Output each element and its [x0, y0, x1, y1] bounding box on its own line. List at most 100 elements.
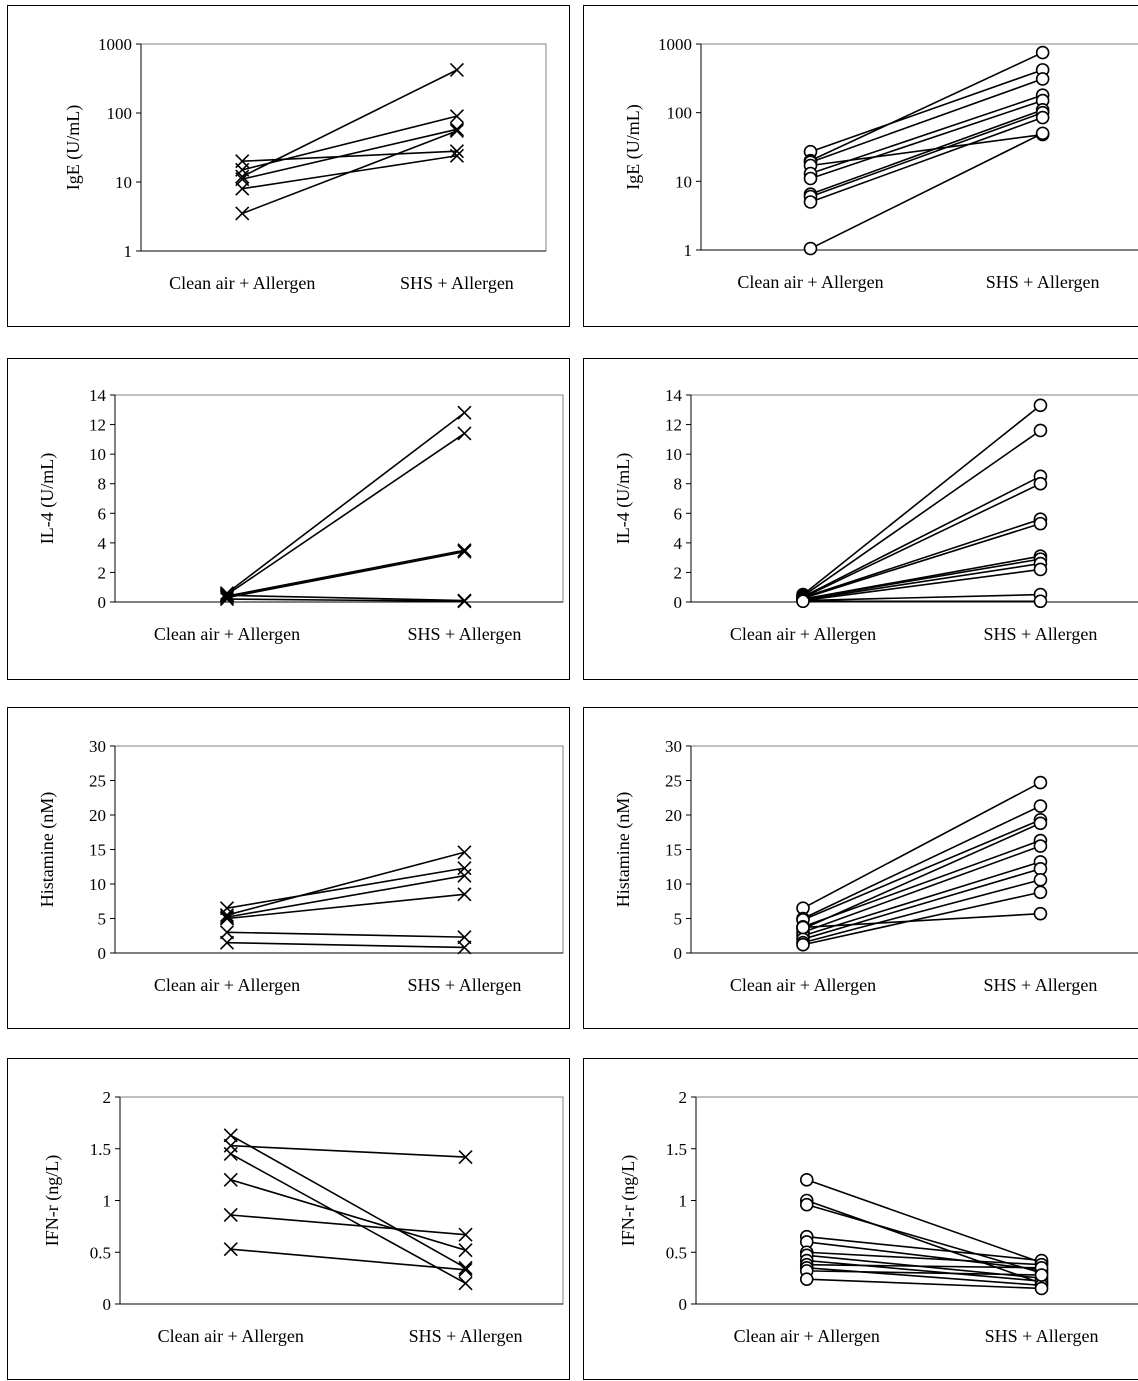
- x-category-label: SHS + Allergen: [409, 1326, 523, 1346]
- series-line: [226, 867, 465, 909]
- chart-histamine-right: 0 5 10 15 20 25 30 Clean air + Allergen SHS + Al…: [613, 737, 1138, 995]
- y-tick-label: 4: [674, 534, 683, 553]
- data-point: [1034, 1281, 1049, 1296]
- y-tick-label: 6: [98, 504, 107, 523]
- plot-area: [700, 43, 1138, 251]
- data-point: [235, 181, 250, 196]
- series-line: [802, 475, 1041, 598]
- data-point: [1035, 110, 1050, 125]
- y-axis-title: Histamine (nM): [613, 792, 634, 907]
- series-line: [802, 522, 1041, 600]
- y-tick-label: 1: [684, 241, 693, 260]
- series-line: [230, 1248, 466, 1271]
- y-axis-title: IFN-r (ng/L): [42, 1155, 63, 1246]
- data-point: [1033, 775, 1048, 790]
- data-point: [458, 1276, 473, 1291]
- y-axis-title: IFN-r (ng/L): [618, 1155, 639, 1246]
- series-line: [806, 1199, 1042, 1285]
- chart-il4-left: 0 2 4 6 8 10 12 14 Clean air + Allergen SHS + All…: [37, 386, 564, 644]
- data-point: [1033, 476, 1048, 491]
- data-point: [457, 845, 472, 860]
- data-point: [458, 1227, 473, 1242]
- data-point: [219, 925, 235, 940]
- y-axis-title: IgE (U/mL): [623, 104, 644, 189]
- plot-area: [119, 1096, 564, 1305]
- chart-ifn-left: 0 0.5 1 1.5 2 Clean air + Allergen SHS + Aller…: [42, 1088, 564, 1346]
- y-tick-label: 8: [98, 475, 107, 494]
- series-line: [806, 1241, 1042, 1271]
- series-line: [226, 893, 465, 920]
- data-point: [1034, 1268, 1049, 1282]
- data-point: [1033, 799, 1048, 813]
- data-point: [458, 1149, 473, 1165]
- data-point: [803, 241, 818, 256]
- series-line: [802, 404, 1041, 596]
- series-line: [810, 109, 1043, 195]
- data-point: [799, 1197, 814, 1212]
- y-tick-label: 30: [665, 737, 682, 756]
- data-point: [219, 591, 235, 607]
- y-tick-label: 4: [98, 534, 107, 553]
- series-line: [806, 1270, 1042, 1276]
- data-point: [223, 1128, 238, 1143]
- data-point: [458, 1243, 473, 1258]
- series-line: [802, 593, 1041, 602]
- series-line: [230, 1144, 466, 1158]
- x-category-label: SHS + Allergen: [985, 1326, 1099, 1346]
- x-category-label: SHS + Allergen: [986, 272, 1100, 292]
- panel-ige-left: 1 10 100 1000 Clean air + Allergen SHS + Alle…: [7, 5, 570, 327]
- series-line: [230, 1153, 466, 1285]
- y-axis-title: IL-4 (U/mL): [613, 453, 634, 544]
- chart-ige-right: 1 10 100 1000 Clean air + Allergen SHS + Alle…: [623, 35, 1138, 292]
- series-line: [806, 1266, 1042, 1287]
- chart-ige-left: 1 10 100 1000 Clean air + Allergen SHS + Alle…: [63, 35, 547, 293]
- x-category-label: Clean air + Allergen: [154, 975, 300, 995]
- series-line: [806, 1235, 1042, 1262]
- y-tick-label: 1: [103, 1192, 112, 1211]
- y-tick-label: 2: [103, 1088, 112, 1107]
- data-point: [223, 1172, 238, 1187]
- data-point: [457, 887, 472, 902]
- y-tick-label: 2: [679, 1088, 688, 1107]
- series-line: [802, 845, 1041, 934]
- series-line: [810, 132, 1043, 250]
- y-tick-label: 2: [98, 563, 107, 582]
- y-tick-label: 1.5: [90, 1140, 111, 1159]
- chart-histamine-left: 0 5 10 15 20 25 30 Clean air + Allergen SHS + Al…: [37, 737, 564, 995]
- data-point: [219, 588, 235, 603]
- x-category-label: SHS + Allergen: [408, 624, 522, 644]
- series-line: [806, 1259, 1042, 1283]
- y-axis-title: IgE (U/mL): [63, 105, 84, 190]
- data-point: [219, 935, 235, 950]
- series-line: [802, 805, 1041, 920]
- series-line: [810, 116, 1043, 203]
- y-tick-label: 25: [89, 772, 106, 791]
- series-line: [226, 874, 465, 918]
- series-line: [802, 839, 1041, 928]
- series-line: [810, 94, 1043, 175]
- data-point: [803, 171, 818, 186]
- data-point: [1035, 126, 1050, 141]
- series-line: [226, 432, 465, 596]
- series-line: [226, 412, 465, 594]
- y-tick-label: 0: [98, 944, 107, 963]
- data-point: [1033, 873, 1048, 887]
- y-tick-label: 5: [98, 910, 107, 929]
- x-category-label: SHS + Allergen: [400, 273, 514, 293]
- data-point: [799, 1173, 814, 1187]
- y-tick-label: 12: [665, 416, 682, 435]
- series-line: [810, 111, 1043, 198]
- plot-area: [140, 43, 547, 252]
- data-point: [1035, 45, 1050, 60]
- y-axis-title: Histamine (nM): [37, 792, 58, 907]
- y-tick-label: 0.5: [666, 1243, 687, 1262]
- series-line: [802, 861, 1041, 937]
- series-line: [242, 128, 458, 180]
- data-point: [1033, 839, 1048, 853]
- data-point: [803, 195, 818, 209]
- series-line: [242, 115, 458, 171]
- data-point: [223, 1207, 238, 1223]
- series-line: [802, 912, 1041, 929]
- series-line: [806, 1251, 1042, 1266]
- data-point: [219, 910, 235, 925]
